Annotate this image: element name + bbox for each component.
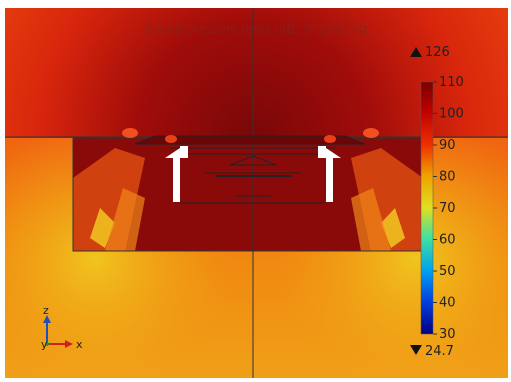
right-orange-zone (351, 188, 391, 251)
colorbar-ticks: 110 100 90 80 70 60 50 40 30 (433, 75, 464, 342)
colorbar-tick-label: 80 (439, 170, 456, 185)
diaphragm-shape (134, 135, 366, 145)
axes-triad: z y x (41, 304, 83, 351)
z-axis-label: z (43, 304, 49, 317)
acoustic-plot: 110 100 90 80 70 60 50 40 30 126 24.7 z y x Soun… (5, 8, 508, 378)
edge-hotspot (122, 128, 138, 138)
colorbar-tick-label: 30 (439, 327, 456, 342)
colorbar-tick-label: 100 (439, 107, 464, 122)
y-axis-dot-icon (45, 342, 49, 346)
colorbar-tick-label: 90 (439, 138, 456, 153)
plot-title: Sound pressure level (dB) @ 1000 Hz (144, 22, 369, 36)
cone-outline (229, 155, 277, 166)
left-bracket (180, 146, 188, 158)
x-axis-label: x (76, 338, 83, 351)
left-orange-zone (105, 188, 145, 251)
edge-hotspot (324, 135, 336, 143)
x-axis-arrowhead-icon (65, 340, 73, 348)
min-value-label: 24.7 (425, 344, 454, 359)
colorbar-tick-label: 40 (439, 296, 456, 311)
field-canvas: 110 100 90 80 70 60 50 40 30 126 24.7 z y x (5, 8, 508, 378)
y-axis-label: y (41, 338, 48, 351)
z-axis-arrowhead-icon (43, 315, 51, 323)
colorbar-tick-label: 110 (439, 75, 464, 90)
max-marker-icon (410, 47, 422, 57)
edge-hotspot (363, 128, 379, 138)
right-post (326, 158, 333, 202)
right-bracket (326, 148, 341, 158)
colorbar-tick-label: 60 (439, 233, 456, 248)
left-bracket (165, 148, 180, 158)
colorbar (420, 81, 434, 335)
colorbar-tick-label: 50 (439, 264, 456, 279)
max-value-label: 126 (425, 45, 450, 60)
right-bracket (318, 146, 326, 158)
min-marker-icon (410, 345, 422, 355)
left-post (173, 158, 180, 202)
colorbar-tick-label: 70 (439, 201, 456, 216)
edge-hotspot (165, 135, 177, 143)
